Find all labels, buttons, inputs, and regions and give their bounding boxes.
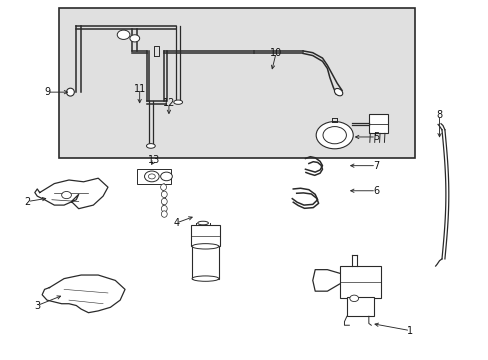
Circle shape <box>144 171 159 182</box>
Text: 8: 8 <box>436 111 442 121</box>
Bar <box>137 169 171 184</box>
Circle shape <box>323 127 346 144</box>
Circle shape <box>130 35 140 42</box>
Circle shape <box>316 122 352 149</box>
Bar <box>346 297 373 316</box>
Ellipse shape <box>192 276 219 281</box>
Ellipse shape <box>66 88 74 96</box>
Ellipse shape <box>146 144 155 148</box>
Ellipse shape <box>161 206 167 212</box>
Polygon shape <box>312 270 339 291</box>
Text: 2: 2 <box>24 197 31 207</box>
Circle shape <box>148 174 155 179</box>
Bar <box>190 225 220 246</box>
Text: 9: 9 <box>44 87 50 97</box>
Bar <box>59 8 414 158</box>
Text: 4: 4 <box>173 218 179 228</box>
Ellipse shape <box>160 184 166 190</box>
Ellipse shape <box>161 191 167 198</box>
Text: 10: 10 <box>269 48 282 58</box>
Text: 6: 6 <box>372 186 378 196</box>
Circle shape <box>160 172 172 181</box>
Ellipse shape <box>173 100 182 104</box>
Circle shape <box>349 295 358 302</box>
Bar <box>368 114 387 134</box>
Ellipse shape <box>192 244 219 249</box>
Text: 11: 11 <box>133 84 145 94</box>
Polygon shape <box>42 275 125 313</box>
Circle shape <box>61 192 71 199</box>
Text: 12: 12 <box>163 98 175 108</box>
Polygon shape <box>35 178 108 209</box>
Circle shape <box>117 30 130 40</box>
Text: 1: 1 <box>407 325 412 336</box>
Bar <box>339 266 380 298</box>
Text: 3: 3 <box>34 301 40 311</box>
Ellipse shape <box>334 89 342 96</box>
Text: 7: 7 <box>372 161 379 171</box>
Text: 13: 13 <box>148 155 160 165</box>
Text: 5: 5 <box>372 132 379 142</box>
Ellipse shape <box>197 221 208 225</box>
Ellipse shape <box>161 198 167 205</box>
Ellipse shape <box>161 211 167 217</box>
Bar <box>191 246 219 279</box>
